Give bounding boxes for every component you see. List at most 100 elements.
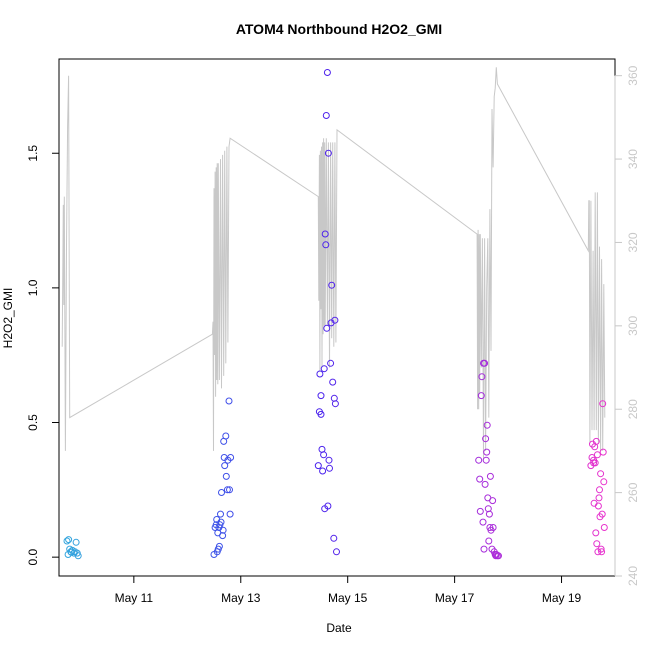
data-point xyxy=(597,470,605,478)
data-point xyxy=(314,462,322,470)
data-point xyxy=(592,529,600,537)
data-point xyxy=(482,435,490,443)
right-y-tick-label: 240 xyxy=(626,566,640,586)
y-tick-label: 1.0 xyxy=(26,279,40,296)
y-tick-label: 1.5 xyxy=(26,145,40,162)
data-point xyxy=(65,536,73,544)
data-point xyxy=(63,537,71,545)
x-tick-label: May 13 xyxy=(221,591,261,605)
x-tick-label: May 11 xyxy=(115,591,154,605)
x-tick-label: May 15 xyxy=(328,591,368,605)
data-point xyxy=(476,475,484,483)
data-point xyxy=(225,397,233,405)
data-point xyxy=(478,373,486,381)
data-point xyxy=(480,545,488,553)
data-point xyxy=(316,370,324,378)
data-point xyxy=(476,507,484,515)
data-point xyxy=(317,410,325,418)
y-axis-label: H2O2_GMI xyxy=(1,288,15,349)
x-axis-label: Date xyxy=(326,621,352,635)
data-point xyxy=(331,316,339,324)
line-series-layer xyxy=(61,67,606,460)
data-point xyxy=(481,480,489,488)
data-point xyxy=(226,510,234,518)
data-point xyxy=(600,478,608,486)
data-point xyxy=(595,494,603,502)
data-point xyxy=(590,459,598,467)
data-point xyxy=(324,149,332,157)
data-point xyxy=(333,548,340,556)
data-point xyxy=(67,548,75,556)
data-point xyxy=(223,486,231,494)
right-y-tick-label: 340 xyxy=(626,149,640,169)
data-point xyxy=(489,524,497,531)
data-point xyxy=(597,545,605,553)
x-axis: May 11 May 13 May 15 May 17 May 19 xyxy=(115,575,582,605)
x-tick-label: May 19 xyxy=(542,591,582,605)
data-point xyxy=(485,537,493,545)
y-axis: 0.0 0.5 1.0 1.5 xyxy=(26,145,60,565)
data-point xyxy=(320,365,328,373)
data-point xyxy=(221,462,229,470)
data-point xyxy=(481,359,489,367)
data-point xyxy=(226,486,233,494)
data-point xyxy=(74,552,82,560)
data-point xyxy=(599,448,607,456)
data-point xyxy=(485,510,493,518)
right-y-tick-label: 260 xyxy=(626,482,640,502)
data-point xyxy=(329,378,337,386)
data-point xyxy=(327,359,335,367)
data-point xyxy=(596,486,603,494)
data-point xyxy=(317,392,325,400)
data-point xyxy=(322,241,330,249)
right-y-tick-label: 300 xyxy=(626,316,640,336)
line-series xyxy=(61,67,606,460)
data-point xyxy=(326,464,333,472)
data-point xyxy=(325,456,333,464)
data-point xyxy=(482,456,490,464)
data-point xyxy=(331,400,339,408)
data-point xyxy=(322,112,330,119)
data-point xyxy=(599,400,607,408)
x-tick-label: May 17 xyxy=(435,591,475,605)
data-point xyxy=(489,497,497,505)
data-point xyxy=(213,548,221,556)
data-point xyxy=(330,534,338,542)
data-point xyxy=(219,526,227,534)
right-y-tick-label: 280 xyxy=(626,399,640,419)
data-point xyxy=(483,448,491,456)
data-point xyxy=(219,532,227,540)
scatter-points-layer xyxy=(63,69,608,560)
data-point xyxy=(479,518,487,526)
right-y-tick-label: 320 xyxy=(626,232,640,252)
data-point xyxy=(222,432,230,440)
data-point xyxy=(592,437,600,445)
data-point xyxy=(598,510,606,518)
data-point xyxy=(328,281,336,289)
data-point xyxy=(495,552,502,560)
data-point xyxy=(475,456,483,464)
data-point xyxy=(593,451,601,459)
chart-title: ATOM4 Northbound H2O2_GMI xyxy=(236,21,442,37)
data-point xyxy=(321,230,329,238)
right-y-axis: 240 260 280 300 320 340 360 xyxy=(614,65,640,586)
data-point xyxy=(594,502,602,510)
data-point xyxy=(477,392,485,400)
data-point xyxy=(323,69,331,76)
data-point xyxy=(72,538,80,546)
data-point xyxy=(323,324,331,332)
y-tick-label: 0.5 xyxy=(26,414,40,431)
right-y-tick-label: 360 xyxy=(626,65,640,85)
data-point xyxy=(222,472,230,480)
data-point xyxy=(320,451,328,459)
data-point xyxy=(319,467,327,475)
data-point xyxy=(486,472,494,480)
data-point xyxy=(600,524,608,531)
data-point xyxy=(218,489,225,496)
data-point xyxy=(217,510,224,518)
data-point xyxy=(227,454,235,461)
data-point xyxy=(483,421,491,429)
y-tick-label: 0.0 xyxy=(26,548,40,565)
data-point xyxy=(598,548,606,556)
